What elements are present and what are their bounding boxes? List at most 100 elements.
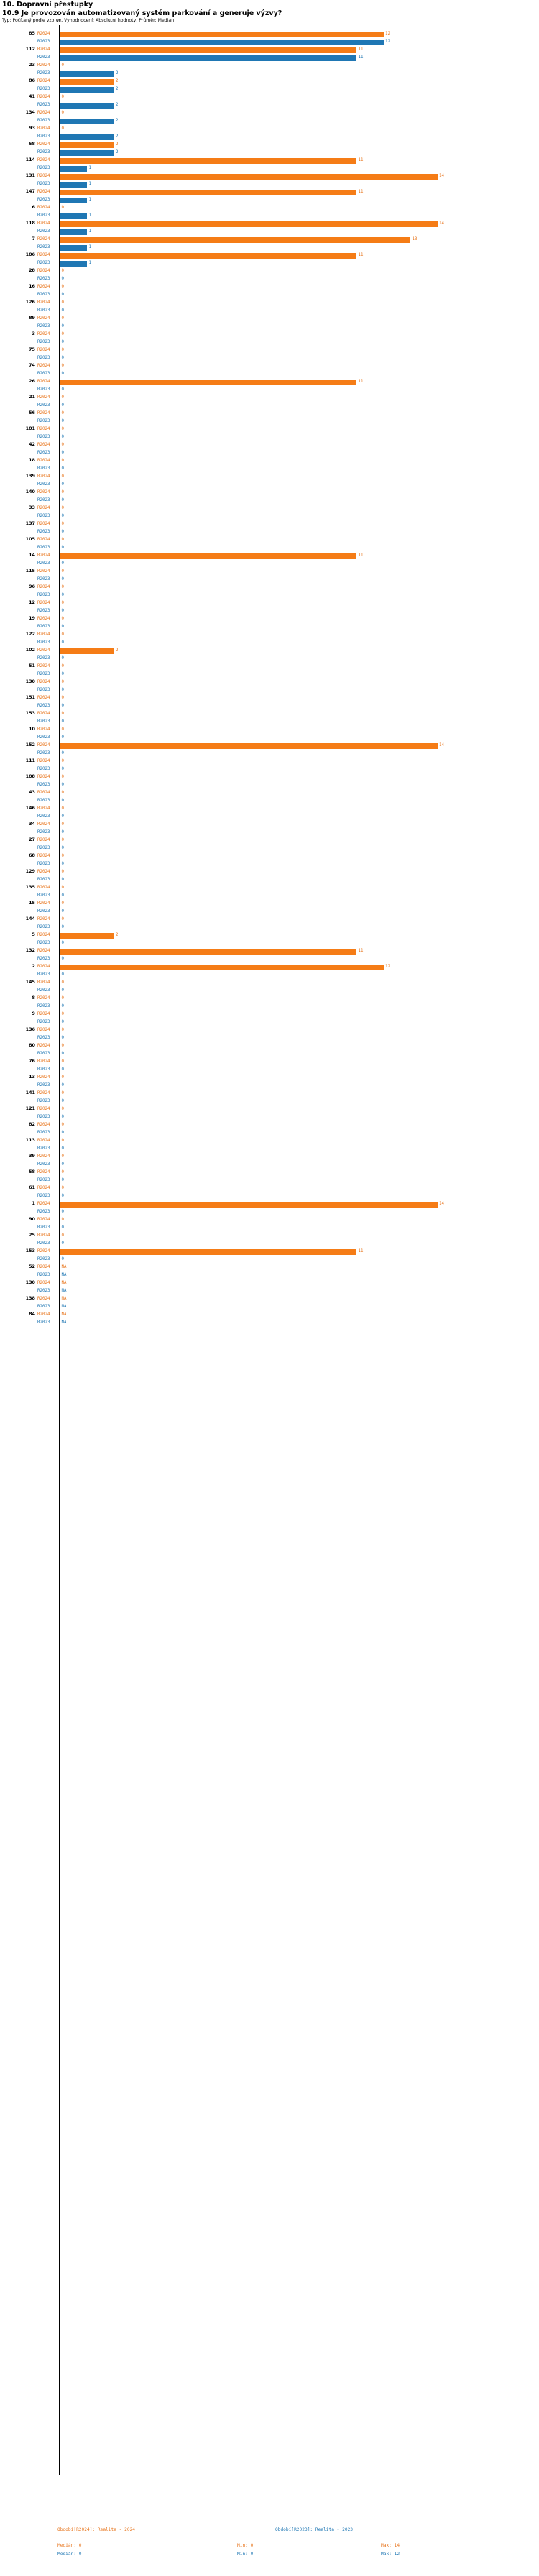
bar-value-label: 0 [61, 909, 65, 914]
bar-value-label: 2 [116, 933, 119, 937]
series-name-label: R2024 [37, 126, 50, 131]
bar-group: 5 R2024 2 R2023 0 [0, 932, 539, 947]
group-category-label: 6 [32, 204, 35, 210]
bar-group: 82 R2024 0 R2023 0 [0, 1121, 539, 1137]
bar [60, 648, 114, 654]
series-name-label: R2024 [37, 380, 50, 384]
bar-group: 132 R2024 11 R2023 0 [0, 947, 539, 963]
bar [60, 134, 114, 140]
group-category-label: 56 [29, 410, 35, 415]
series-name-label: R2023 [37, 1210, 50, 1214]
series-name-label: R2024 [37, 1091, 50, 1095]
series-name-label: R2023 [37, 735, 50, 740]
series-name-label: R2024 [37, 838, 50, 842]
series-name-label: R2023 [37, 498, 50, 502]
series-name-label: R2023 [37, 1083, 50, 1087]
bar-row: R2023 1 [0, 259, 539, 267]
bar-value-label: 0 [61, 372, 65, 376]
bar-group: 129 R2024 0 R2023 0 [0, 868, 539, 884]
bar-group: 93 R2024 0 R2023 2 [0, 125, 539, 141]
group-category-label: 114 [25, 157, 35, 162]
bar-row: R2024 0 [0, 283, 539, 291]
series-name-label: R2024 [37, 680, 50, 684]
bar-value-label: 0 [61, 806, 65, 811]
bar-value-label: 0 [61, 332, 65, 336]
bar [60, 213, 87, 219]
bar-value-label: 0 [61, 1028, 65, 1032]
bar-row: R2023 0 [0, 734, 539, 742]
group-category-label: 51 [29, 663, 35, 668]
bar-row: R2023 0 [0, 1098, 539, 1105]
group-category-label: 130 [25, 678, 35, 684]
bar-value-label: 0 [61, 996, 65, 1000]
bar-row: R2024 0 [0, 1058, 539, 1066]
bar-row: R2024 NA [0, 1279, 539, 1287]
group-category-label: 152 [25, 742, 35, 748]
bar-value-label: 1 [88, 182, 92, 186]
bar-row: R2024 0 [0, 884, 539, 892]
bar-row: R2023 0 [0, 512, 539, 520]
series-name-label: R2023 [37, 324, 50, 328]
group-category-label: 1 [32, 1200, 35, 1206]
bar-row: R2024 0 [0, 1232, 539, 1240]
bar-row: R2024 0 [0, 362, 539, 370]
bar-row: R2024 13 [0, 236, 539, 244]
bar-value-label: 12 [385, 965, 390, 969]
bar-row: R2023 0 [0, 1034, 539, 1042]
series-name-label: R2024 [37, 348, 50, 352]
group-category-label: 14 [29, 552, 35, 558]
series-name-label: R2023 [37, 482, 50, 487]
group-category-label: 147 [25, 188, 35, 194]
series-name-label: R2023 [37, 1194, 50, 1198]
bar-row: R2024 12 [0, 30, 539, 38]
page-meta: Typ: Počítaný podle vzorce, Vyhodnocení:… [2, 18, 175, 23]
series-name-label: R2024 [37, 316, 50, 321]
bar-group: 151 R2024 0 R2023 0 [0, 694, 539, 710]
group-category-label: 141 [25, 1090, 35, 1095]
bar-value-label: NA [61, 1289, 67, 1293]
group-category-label: 86 [29, 78, 35, 83]
bar-row: R2024 0 [0, 1042, 539, 1050]
bar-row: R2023 0 [0, 1129, 539, 1137]
bar-value-label: 0 [61, 466, 65, 471]
bar-value-label: NA [61, 1320, 67, 1325]
series-name-label: R2023 [37, 340, 50, 344]
bar-group: 76 R2024 0 R2023 0 [0, 1058, 539, 1074]
bar-value-label: 0 [61, 862, 65, 866]
series-name-label: R2024 [37, 506, 50, 510]
bar-value-label: 0 [61, 727, 65, 732]
bar-value-label: 0 [61, 625, 65, 629]
series-name-label: R2024 [37, 1028, 50, 1032]
series-name-label: R2023 [37, 1115, 50, 1119]
series-name-label: R2023 [37, 277, 50, 281]
bar-group: 86 R2024 2 R2023 2 [0, 78, 539, 93]
bar-row: R2024 0 [0, 536, 539, 544]
group-category-label: 129 [25, 868, 35, 874]
bar-group: 7 R2024 13 R2023 1 [0, 236, 539, 252]
bar-row: R2023 2 [0, 86, 539, 93]
bar-group: 102 R2024 2 R2023 0 [0, 647, 539, 663]
bar-group: 52 R2024 NA R2023 NA [0, 1264, 539, 1279]
bar-value-label: 0 [61, 1044, 65, 1048]
bar-value-label: 0 [61, 443, 65, 447]
series-name-label: R2024 [37, 980, 50, 985]
bar-value-label: 0 [61, 1131, 65, 1135]
bar-row: R2023 0 [0, 449, 539, 457]
bar-value-label: 0 [61, 1012, 65, 1016]
bar [60, 55, 356, 61]
series-name-label: R2024 [37, 585, 50, 589]
bar-group: 68 R2024 0 R2023 0 [0, 852, 539, 868]
bar [60, 70, 114, 77]
bar-row: R2024 0 [0, 726, 539, 734]
bar-value-label: 0 [61, 1052, 65, 1056]
bar-value-label: 0 [61, 917, 65, 921]
group-category-label: 43 [29, 789, 35, 795]
axis-zero-label: 0 [57, 19, 60, 24]
bar-row: R2023 0 [0, 323, 539, 331]
bar-row: R2023 0 [0, 339, 539, 346]
bar-value-label: 0 [61, 206, 65, 210]
bar-row: R2023 0 [0, 1003, 539, 1011]
bar-row: R2024 2 [0, 647, 539, 655]
bar-group: 12 R2024 0 R2023 0 [0, 599, 539, 615]
series-name-label: R2023 [37, 356, 50, 360]
